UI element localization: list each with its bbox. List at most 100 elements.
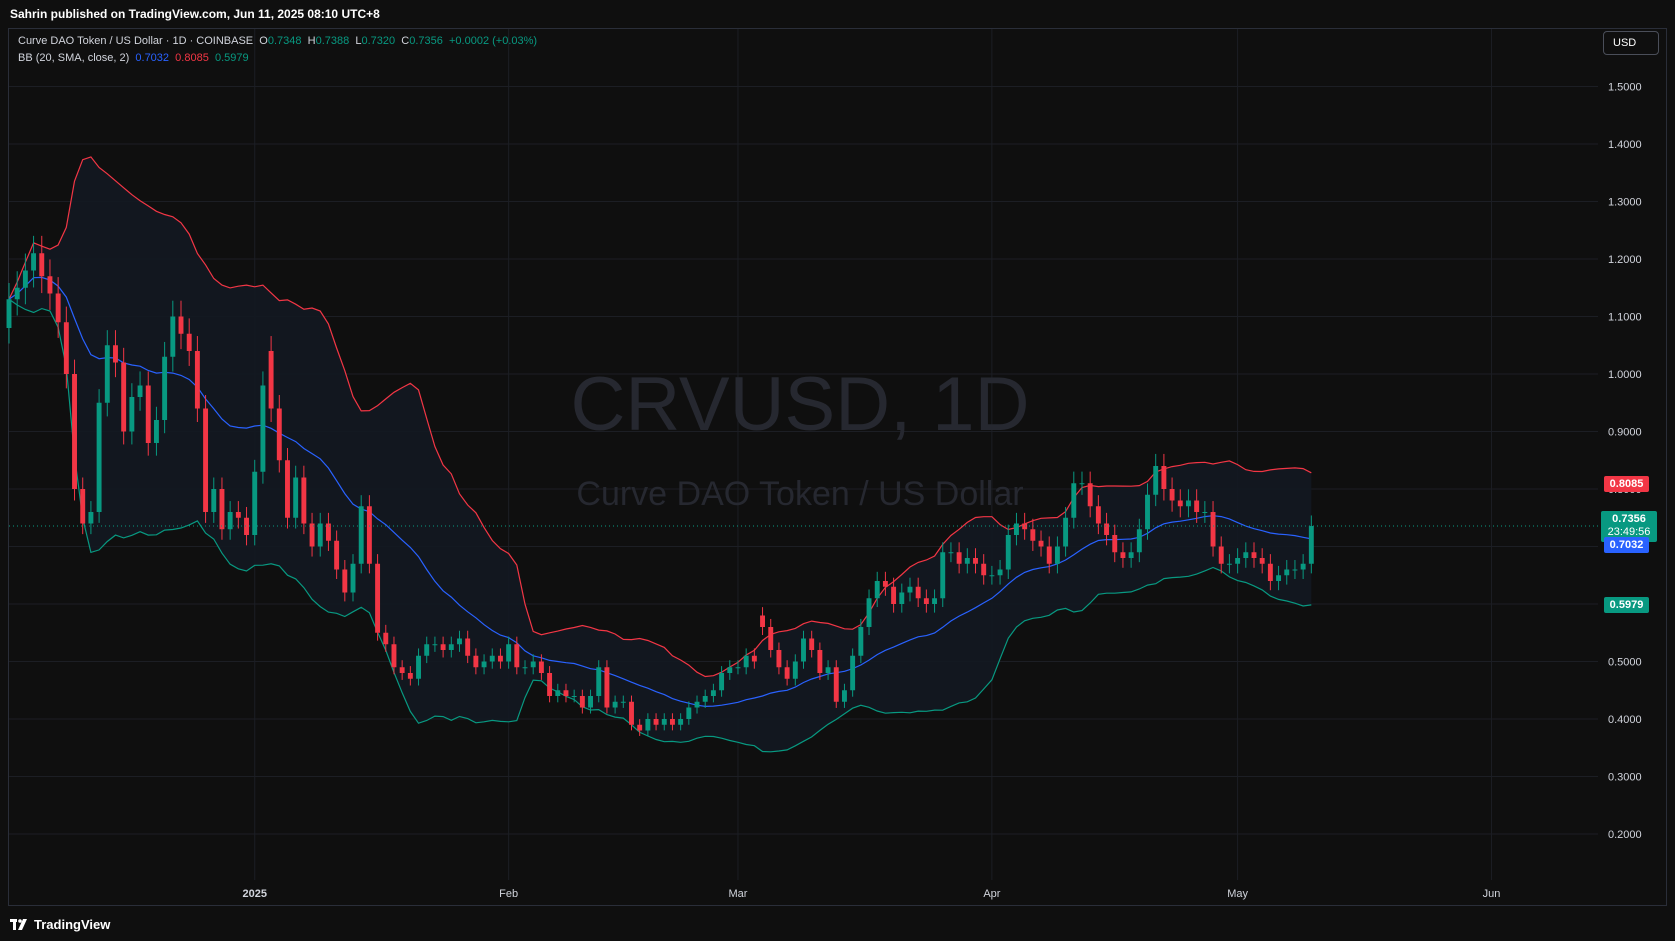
candle-body — [1071, 483, 1077, 518]
low-label: L — [355, 35, 362, 47]
candle-body — [669, 719, 675, 725]
candle-body — [891, 586, 897, 604]
candle-body — [235, 512, 241, 518]
candle-body — [194, 351, 200, 409]
tradingview-logo[interactable]: TradingView — [10, 917, 110, 932]
candle-body — [637, 724, 643, 731]
y-tick-label: 0.9000 — [1608, 427, 1642, 439]
candle-body — [841, 690, 847, 702]
y-tick-label: 0.2000 — [1608, 829, 1642, 841]
last-price-badge: 0.7356 23:49:56 — [1601, 510, 1657, 542]
candle-body — [1046, 546, 1052, 564]
y-tick-label: 0.3000 — [1608, 772, 1642, 784]
candle-body — [72, 374, 77, 489]
bb-label[interactable]: BB (20, SMA, close, 2) — [18, 52, 130, 64]
candle-body — [96, 402, 102, 512]
x-tick-label: Jun — [1483, 888, 1501, 900]
candle-body — [1079, 483, 1085, 485]
candle-body — [1292, 569, 1298, 571]
candle-body — [825, 667, 831, 673]
candle-body — [22, 270, 28, 288]
symbol-title[interactable]: Curve DAO Token / US Dollar · 1D · COINB… — [18, 35, 254, 47]
candle-body — [432, 644, 438, 646]
candle-body — [948, 552, 954, 554]
candle-body — [588, 696, 593, 708]
candle-body — [55, 293, 61, 323]
candle-body — [1087, 483, 1093, 507]
candle-body — [276, 408, 282, 461]
candle-body — [899, 592, 905, 604]
y-tick-label: 1.3000 — [1608, 197, 1642, 209]
ohlc-legend: Curve DAO Token / US Dollar · 1D · COINB… — [18, 35, 537, 47]
candle-body — [309, 523, 315, 547]
currency-button[interactable]: USD — [1603, 31, 1659, 55]
candle-body — [653, 719, 659, 725]
candle-body — [784, 667, 790, 679]
candle-body — [555, 690, 561, 696]
candle-body — [530, 661, 536, 668]
candle-body — [1177, 500, 1183, 507]
candle-body — [6, 299, 12, 328]
open-value: 0.7348 — [267, 35, 302, 47]
candle-body — [727, 667, 733, 673]
candle-body — [219, 489, 225, 530]
bb-upper-value: 0.8085 — [175, 52, 209, 64]
candle-body — [1153, 466, 1159, 495]
candle-body — [858, 627, 864, 656]
candle-body — [153, 420, 159, 443]
tradingview-icon — [10, 918, 27, 930]
candle-body — [956, 552, 962, 564]
candle-body — [1104, 523, 1110, 535]
candle-body — [162, 356, 168, 420]
candle-body — [448, 644, 454, 650]
candle-body — [1022, 523, 1028, 530]
candle-body — [285, 460, 290, 518]
candle-body — [661, 719, 667, 725]
candle-body — [317, 523, 323, 547]
candle-body — [719, 673, 725, 691]
candle-body — [489, 655, 495, 662]
bb-legend: BB (20, SMA, close, 2) 0.7032 0.8085 0.5… — [18, 52, 249, 64]
candle-body — [1136, 529, 1142, 553]
candle-body — [743, 655, 749, 668]
candle-body — [596, 667, 602, 696]
x-tick-label: Apr — [983, 888, 1000, 900]
candle-body — [776, 650, 782, 668]
bb-lower-line — [8, 298, 1312, 753]
candle-body — [1030, 529, 1036, 541]
candle-body — [506, 644, 512, 662]
candle-body — [522, 667, 528, 669]
candle-body — [1063, 517, 1069, 547]
candle-body — [465, 638, 471, 656]
candle-body — [358, 506, 364, 564]
candle-body — [473, 655, 479, 668]
candle-body — [104, 345, 110, 403]
bb-upper-badge: 0.8085 — [1604, 476, 1649, 493]
candle-body — [678, 719, 684, 725]
candle-body — [260, 385, 266, 472]
close-label: C — [401, 35, 410, 47]
candle-body — [129, 397, 135, 432]
candle-body — [620, 701, 626, 703]
candle-body — [809, 638, 815, 650]
candle-body — [252, 471, 258, 535]
candle-body — [1145, 494, 1150, 530]
candle-body — [1267, 563, 1273, 581]
bb-lower-value: 0.5979 — [214, 52, 249, 64]
footer-bar: TradingView — [0, 906, 1675, 941]
bb-upper-line — [8, 156, 1312, 678]
candle-body — [1218, 546, 1224, 564]
y-tick-label: 0.4000 — [1608, 714, 1642, 726]
candle-body — [113, 345, 118, 363]
candle-body — [604, 667, 610, 708]
candle-body — [497, 655, 503, 662]
candle-body — [1300, 563, 1306, 570]
candle-body — [88, 512, 94, 524]
candle-body — [547, 673, 553, 696]
candle-body — [1128, 552, 1134, 558]
candle-body — [1120, 552, 1126, 558]
candle-body — [964, 558, 970, 564]
candle-body — [710, 690, 716, 696]
open-label: O — [259, 35, 268, 47]
